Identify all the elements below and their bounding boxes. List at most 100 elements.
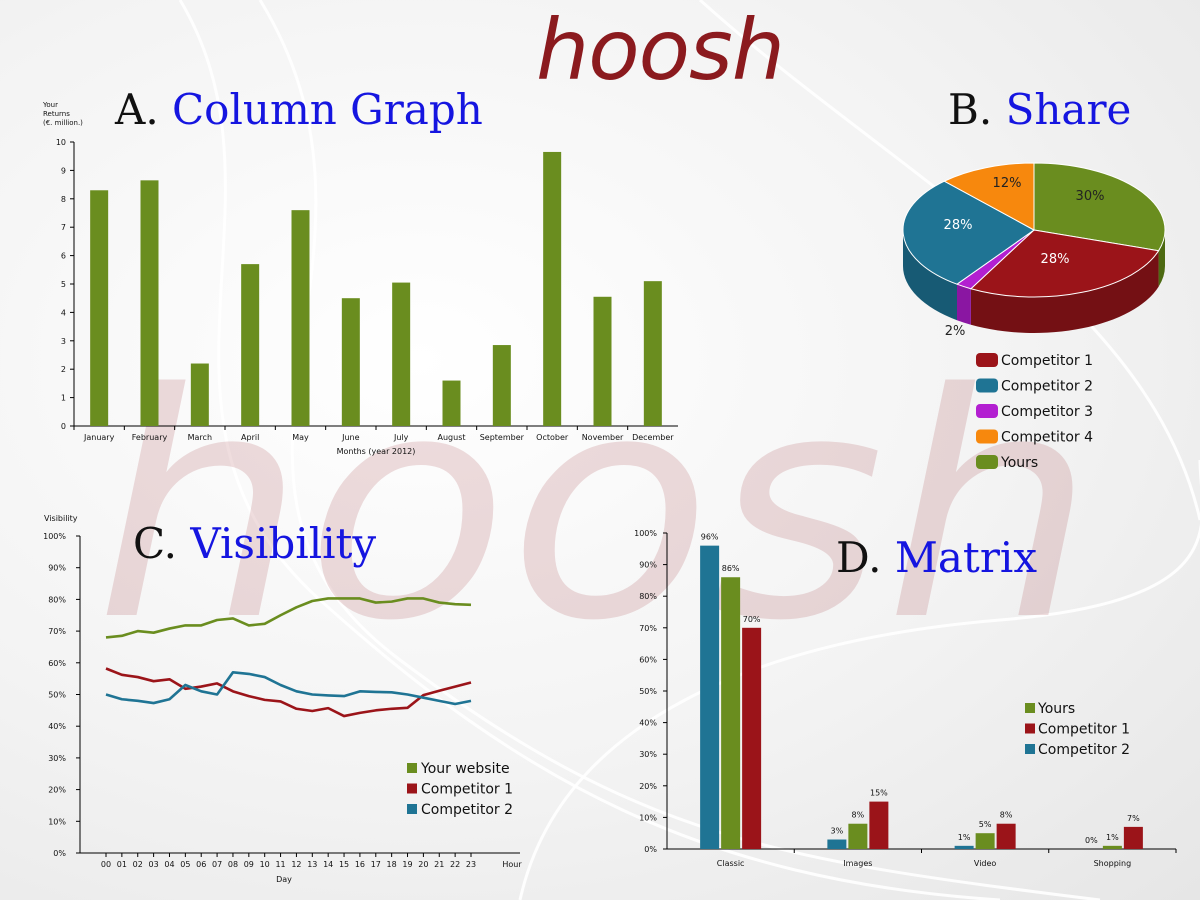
legend-swatch [1025, 723, 1035, 734]
bar-images-competitor-1 [869, 801, 889, 849]
y-tick-label: 100% [634, 529, 657, 538]
y-tick-label: 60% [48, 659, 66, 668]
bar-shopping-competitor-1 [1123, 826, 1143, 849]
legend-swatch [976, 429, 998, 444]
y-tick-label: 7 [61, 223, 66, 232]
x-tick-label: Classic [717, 859, 745, 868]
legend-swatch [407, 763, 417, 773]
x-tick-label: July [393, 433, 409, 442]
x-tick-label: 08 [228, 860, 238, 869]
bar-video-yours [975, 833, 995, 849]
y-tick-label: 50% [639, 687, 657, 696]
bar-classic-yours [721, 577, 741, 849]
bar-images-yours [848, 823, 868, 849]
y-tick-label: 10% [639, 813, 657, 822]
y-tick-label: 0% [53, 849, 66, 858]
legend-swatch [407, 783, 417, 794]
y-tick-label: 4 [61, 308, 66, 317]
bar-april [241, 264, 260, 426]
x-tick-label: September [480, 433, 525, 442]
pie-slice-competitor-2 [902, 180, 1035, 285]
bar-classic-competitor-2 [700, 545, 720, 849]
data-label: 5% [979, 820, 992, 829]
legend-swatch [976, 455, 998, 469]
x-tick-label: 22 [450, 860, 460, 869]
y-tick-label: 9 [61, 166, 66, 175]
legend-label: Competitor 2 [421, 802, 513, 818]
pie-label: 12% [993, 176, 1022, 191]
panel-a-title-text: Column Graph [172, 85, 483, 134]
pie-side-competitor-1 [970, 250, 1159, 333]
data-label: 70% [743, 615, 761, 624]
pie-slice-yours [1033, 162, 1166, 252]
legend-swatch [407, 804, 417, 814]
x-axis-label: Months (year 2012) [337, 447, 416, 456]
pie-side-yours [1158, 230, 1165, 287]
bar-shopping-yours [1102, 845, 1122, 849]
bar-video-competitor-2 [954, 845, 974, 849]
x-tick-label: 19 [402, 860, 412, 869]
x-tick-label: 03 [149, 860, 159, 869]
legend-label: Competitor 1 [1001, 353, 1093, 369]
y-tick-label: 3 [61, 337, 66, 346]
data-label: 1% [1106, 833, 1119, 842]
y-tick-label: 6 [61, 252, 66, 261]
pie-slice-competitor-1 [969, 229, 1160, 298]
y-tick-label: 70% [48, 627, 66, 636]
legend-label: Competitor 1 [1038, 722, 1130, 738]
line-competitor-1 [105, 667, 472, 718]
pie-label: 30% [1076, 189, 1105, 204]
y-tick-label: 0% [644, 845, 657, 854]
legend-label: Competitor 3 [1001, 404, 1093, 420]
x-tick-label: 00 [101, 860, 111, 869]
legend-label: Competitor 2 [1001, 379, 1093, 395]
y-tick-label: 60% [639, 655, 657, 664]
x-tick-label: June [341, 433, 360, 442]
bar-january [90, 190, 109, 426]
x-tick-label: January [83, 433, 115, 442]
bar-images-competitor-2 [827, 839, 847, 849]
y-tick-label: 70% [639, 624, 657, 633]
bar-june [341, 298, 360, 426]
y-tick-label: 8 [61, 195, 66, 204]
x-tick-label: 18 [387, 860, 397, 869]
bar-march [190, 363, 209, 426]
panel-d-title-text: Matrix [894, 533, 1038, 582]
data-label: 86% [722, 564, 740, 573]
bar-video-competitor-1 [996, 823, 1016, 849]
panel-c-letter: C. [133, 519, 177, 568]
x-tick-label: Shopping [1094, 859, 1132, 868]
bar-december [643, 281, 662, 426]
x-tick-label: 07 [212, 860, 222, 869]
x-tick-label: October [536, 433, 569, 442]
panel-d-letter: D. [836, 533, 882, 582]
x-tick-label: May [292, 433, 309, 442]
legend-label: Competitor 2 [1038, 742, 1130, 758]
y-axis-label: Visibility [44, 514, 78, 523]
legend-label: Your website [420, 761, 510, 777]
x-tick-label: 12 [291, 860, 301, 869]
x-tick-label: 17 [371, 860, 381, 869]
panel-b-title-text: Share [1005, 85, 1132, 134]
x-tick-label: 15 [339, 860, 349, 869]
y-tick-label: 100% [43, 532, 66, 541]
y-tick-label: 90% [639, 561, 657, 570]
x-tick-label: 11 [275, 860, 285, 869]
pie-side-competitor-3 [957, 284, 971, 325]
x-tick-label: 02 [133, 860, 143, 869]
x-tick-label: 13 [307, 860, 317, 869]
data-label: 96% [701, 533, 719, 542]
y-tick-label: 20% [639, 782, 657, 791]
panel-c-title: C. Visibility [133, 523, 376, 565]
panel-a-letter: A. [115, 85, 159, 134]
y-tick-label: 40% [639, 719, 657, 728]
x-tick-label: 05 [180, 860, 190, 869]
legend-swatch [976, 404, 998, 418]
y-tick-label: 40% [48, 722, 66, 731]
logo: hoosh [536, 1, 785, 99]
legend-swatch [1025, 703, 1035, 713]
panel-b-title: B. Share [948, 89, 1131, 131]
pie-side-competitor-2 [903, 230, 958, 321]
